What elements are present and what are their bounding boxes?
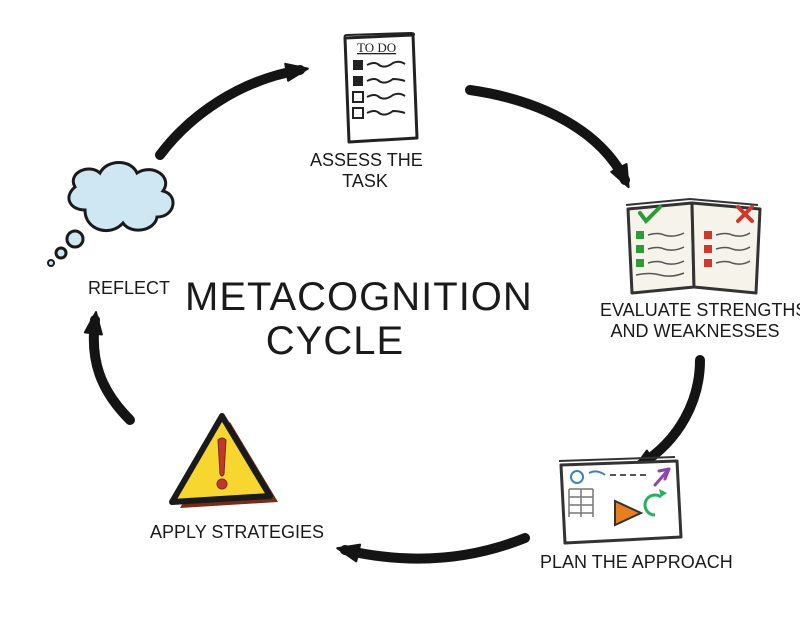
node-label-reflect: REFLECT — [88, 278, 168, 299]
node-label-apply: APPLY STRATEGIES — [150, 522, 310, 543]
node-label-evaluate: EVALUATE STRENGTHS AND WEAKNESSES — [600, 300, 790, 341]
node-label-plan: PLAN THE APPROACH — [540, 552, 710, 573]
book-check-icon — [620, 195, 770, 300]
title-line-1: METACOGNITION — [185, 275, 485, 319]
svg-text:TO DO: TO DO — [357, 40, 396, 55]
warning-sign-icon — [160, 410, 285, 520]
title-line-2: CYCLE — [185, 319, 485, 363]
strategy-board-icon — [555, 455, 685, 550]
diagram-title: METACOGNITION CYCLE — [185, 275, 485, 363]
diagram-stage: METACOGNITION CYCLE TO DO ASSESS THE TAS… — [0, 0, 800, 629]
thought-cloud-icon — [45, 155, 190, 270]
todo-list-icon: TO DO — [335, 30, 425, 145]
node-label-assess: ASSESS THE TASK — [310, 150, 420, 191]
